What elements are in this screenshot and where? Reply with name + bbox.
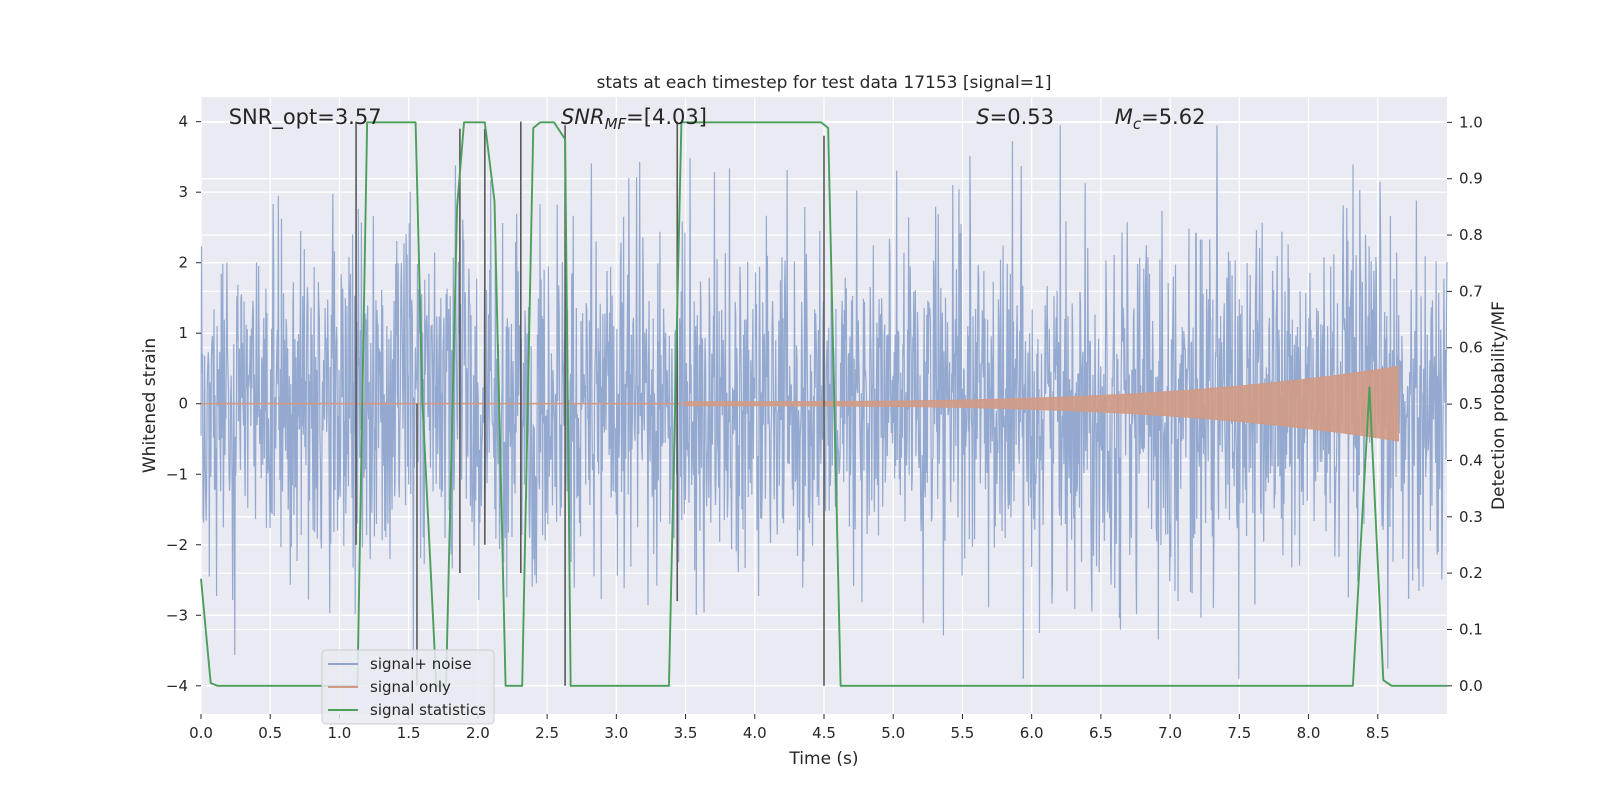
y-right-tick-label: 0.9 — [1459, 170, 1483, 188]
x-tick-label: 4.5 — [812, 724, 836, 742]
y-tick-label: 0 — [178, 395, 188, 413]
x-tick-label: 0.0 — [189, 724, 213, 742]
y-tick-label: 4 — [178, 113, 188, 131]
y-right-tick-label: 0.7 — [1459, 282, 1483, 300]
annotation-mc-stat: Mc=5.62 — [1115, 105, 1206, 133]
axis-ticks: 0.0 0.5 1.0 1.5 2.0 2.5 3.0 3.5 4.0 4.5 5.0 5.5 6.0 6… — [166, 113, 1483, 742]
y-tick-label: 1 — [178, 324, 188, 342]
y-right-tick-label: 0.8 — [1459, 226, 1483, 244]
y-right-tick-label: 0.5 — [1459, 395, 1483, 413]
signal-statistics-line — [200, 121, 1447, 687]
y-right-tick-label: 0.0 — [1459, 677, 1483, 695]
annotation-snr-mf: SNRMF=[4.03] — [561, 105, 707, 133]
x-tick-label: 7.0 — [1158, 724, 1182, 742]
y-tick-label: −3 — [166, 606, 188, 624]
x-tick-label: 4.0 — [743, 724, 767, 742]
y-axis-label: Whitened strain — [140, 338, 160, 473]
y-tick-label: 2 — [178, 254, 188, 272]
x-tick-label: 6.5 — [1089, 724, 1113, 742]
x-axis-label: Time (s) — [788, 749, 858, 769]
signal-only-chirp — [685, 365, 1399, 442]
y-tick-label: −1 — [166, 465, 188, 483]
legend-box — [321, 649, 495, 725]
x-tick-label: 7.5 — [1227, 724, 1251, 742]
legend: signal+ noise signal only signal statistic… — [321, 649, 495, 725]
x-tick-label: 2.0 — [466, 724, 490, 742]
chart-title: stats at each timestep for test data 171… — [597, 73, 1052, 93]
y-tick-label: −4 — [166, 677, 188, 695]
x-tick-label: 1.5 — [397, 724, 421, 742]
y-right-tick-label: 0.2 — [1459, 564, 1483, 582]
legend-label: signal statistics — [370, 701, 486, 719]
y-tick-label: −2 — [166, 536, 188, 554]
x-tick-label: 0.5 — [258, 724, 282, 742]
x-tick-label: 5.0 — [881, 724, 905, 742]
x-tick-label: 2.5 — [535, 724, 559, 742]
x-tick-label: 5.5 — [951, 724, 975, 742]
x-tick-label: 3.5 — [674, 724, 698, 742]
annotation-snr-opt: SNR_opt=3.57 — [229, 105, 382, 130]
x-tick-label: 6.0 — [1020, 724, 1044, 742]
y-tick-label: 3 — [178, 183, 188, 201]
y-right-tick-label: 0.6 — [1459, 339, 1483, 357]
y-right-tick-label: 0.1 — [1459, 620, 1483, 638]
legend-label: signal+ noise — [370, 655, 472, 673]
y-right-tick-label: 0.4 — [1459, 451, 1483, 469]
y-right-tick-label: 1.0 — [1459, 113, 1483, 131]
x-tick-label: 8.0 — [1297, 724, 1321, 742]
x-tick-label: 8.5 — [1366, 724, 1390, 742]
signal-only-series — [201, 365, 1399, 442]
x-tick-label: 3.0 — [604, 724, 628, 742]
annotations: SNR_opt=3.57 SNRMF=[4.03] S=0.53 Mc=5.62 — [229, 105, 1206, 133]
legend-label: signal only — [370, 678, 451, 696]
y-axis-right-label: Detection probability/MF — [1489, 301, 1509, 510]
y-right-tick-label: 0.3 — [1459, 508, 1483, 526]
x-tick-label: 1.0 — [328, 724, 352, 742]
signal-statistics-series — [200, 121, 1447, 687]
annotation-s-stat: S=0.53 — [976, 105, 1054, 129]
